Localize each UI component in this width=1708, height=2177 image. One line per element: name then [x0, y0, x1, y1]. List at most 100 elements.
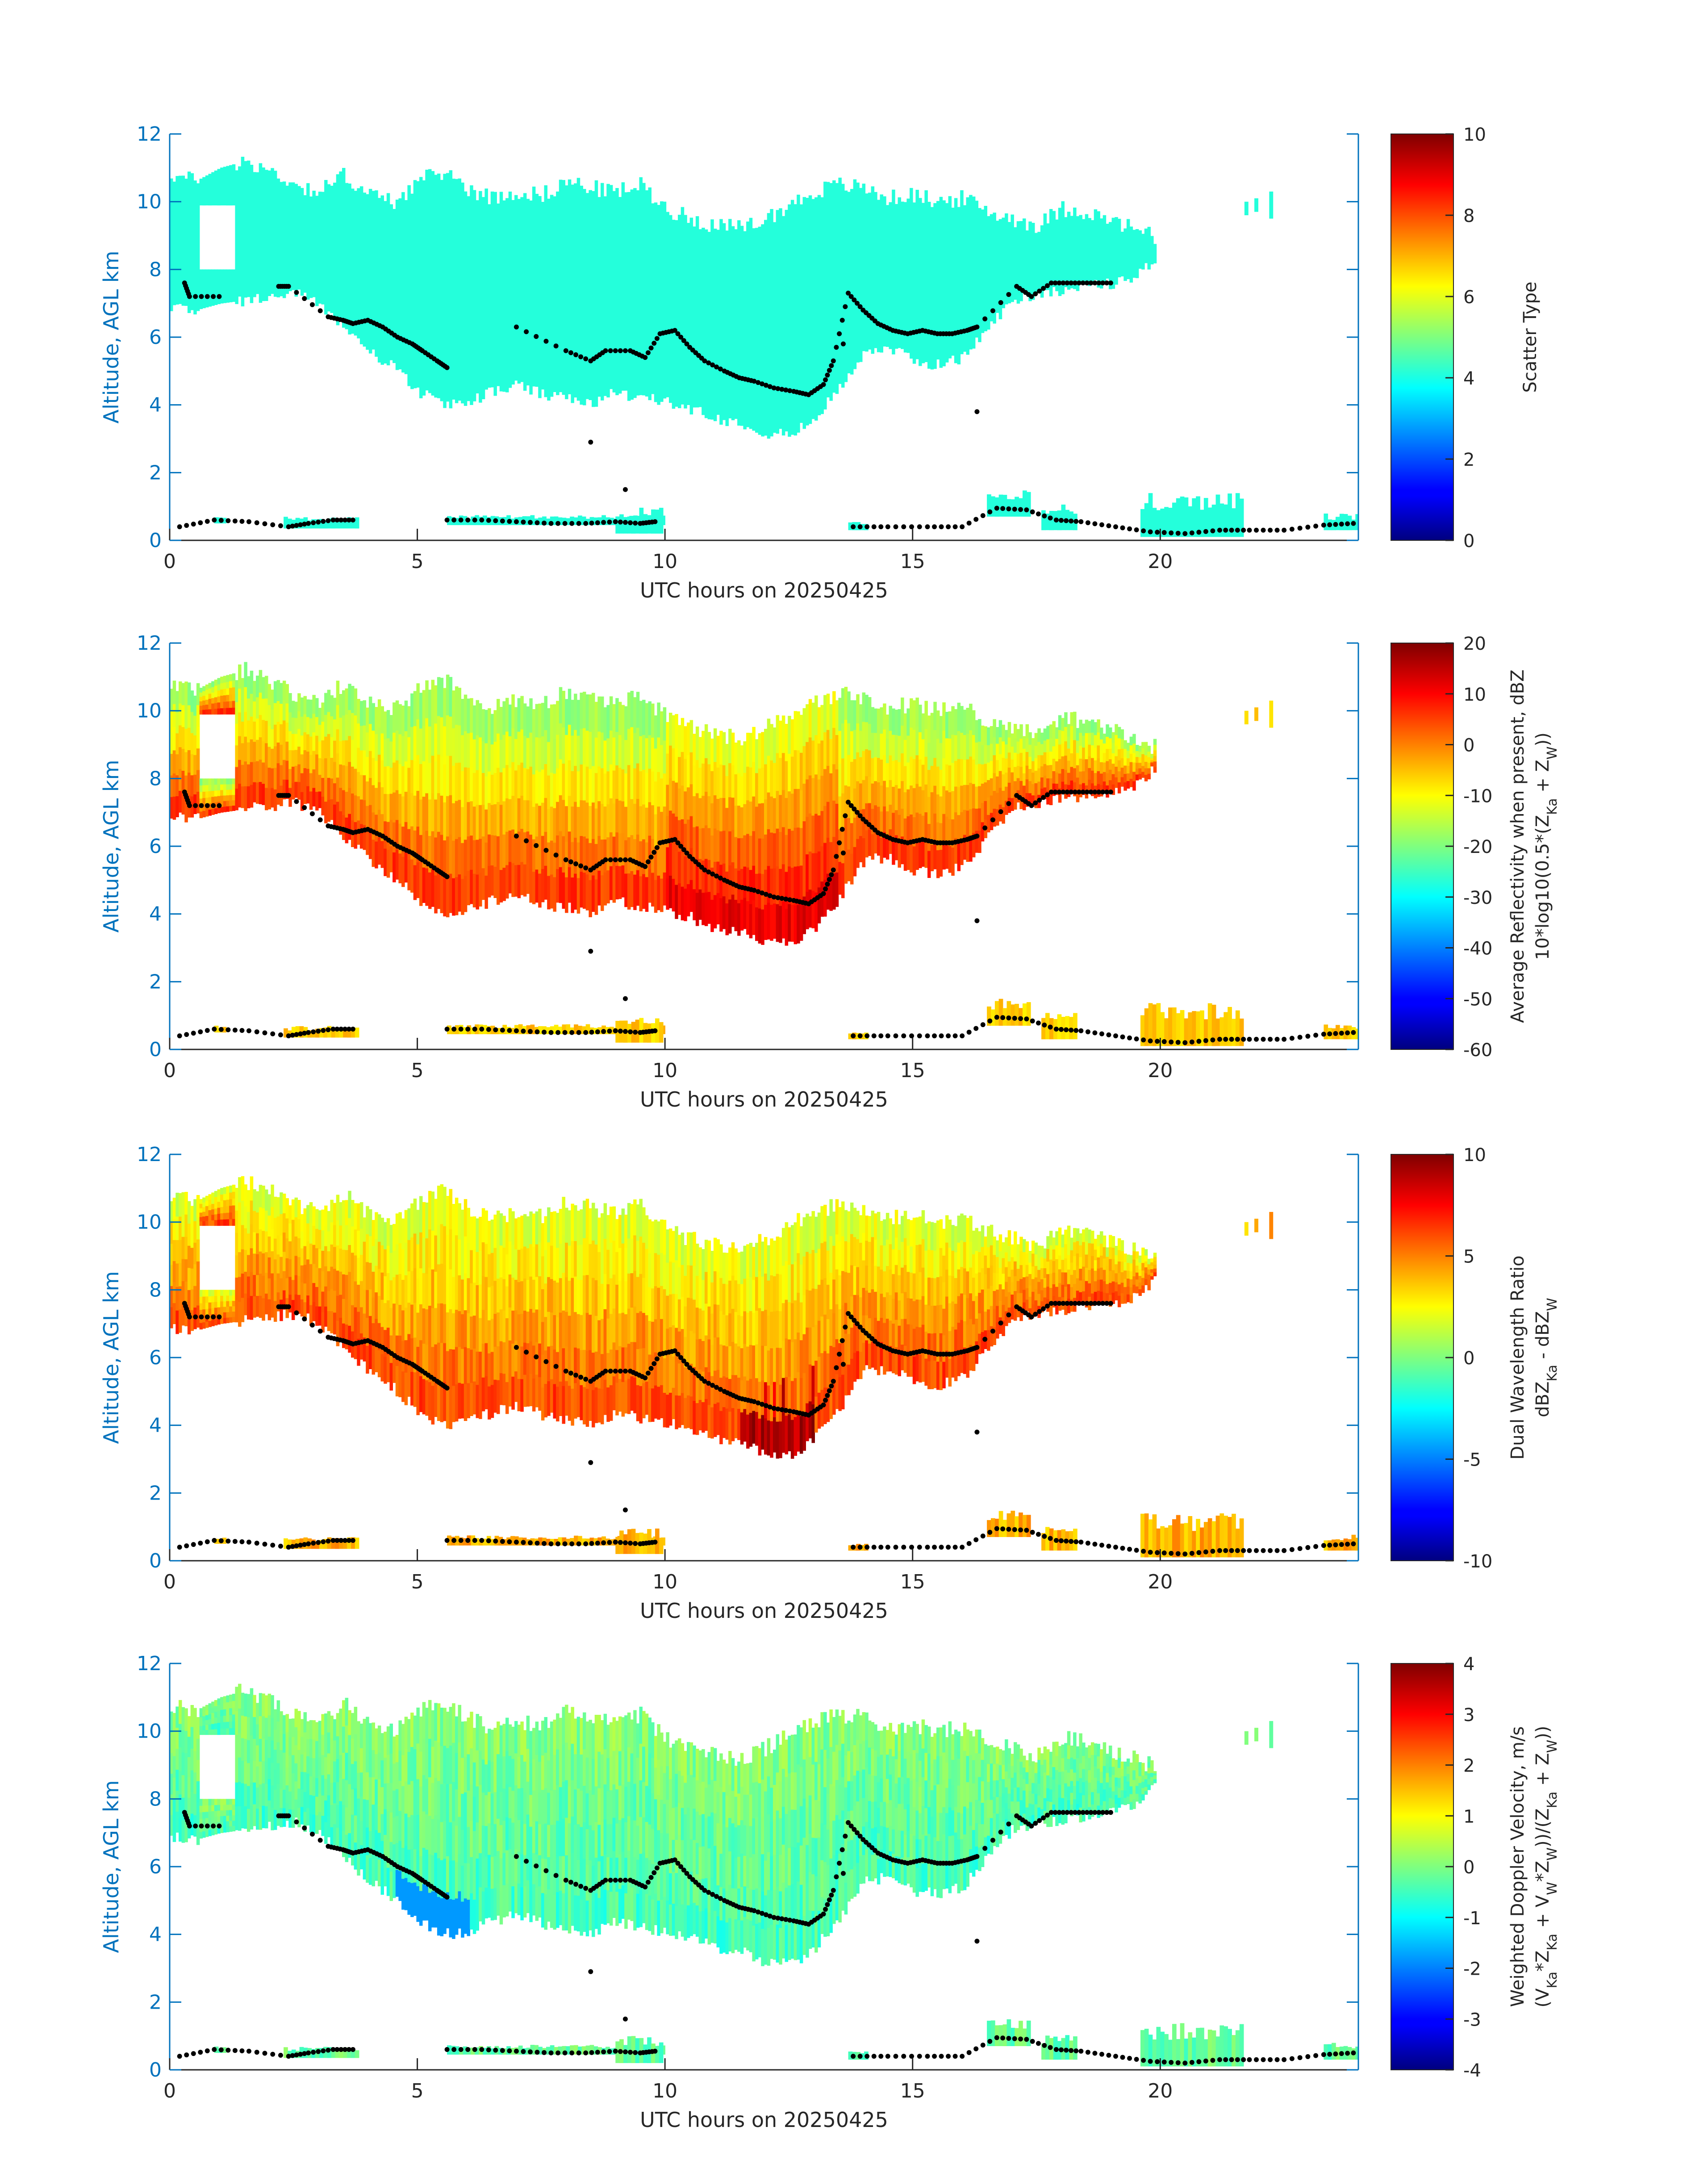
echo-cell	[238, 1301, 242, 1327]
echo-cell	[175, 1192, 179, 1217]
echo-cell	[1011, 772, 1014, 786]
echo-cell	[324, 715, 328, 737]
echo-cell	[1106, 224, 1109, 279]
echo-cell	[808, 737, 812, 776]
colorbar-tick-label: -20	[1463, 837, 1492, 857]
echo-cell	[612, 191, 616, 393]
echo-cell	[823, 842, 827, 880]
echo-cell	[1079, 771, 1082, 785]
marker-point	[472, 518, 477, 522]
echo-cell	[669, 745, 672, 778]
echo-cell	[211, 1198, 215, 1204]
echo-cell	[172, 1261, 176, 1283]
echo-cell	[306, 1205, 310, 1224]
echo-cell	[1138, 762, 1142, 769]
echo-cell	[288, 1294, 292, 1313]
echo-cell	[969, 730, 973, 757]
echo-cell	[550, 1245, 554, 1279]
echo-cell	[773, 1346, 777, 1382]
echo-cell	[1232, 1019, 1236, 1046]
echo-cell	[497, 1346, 500, 1380]
echo-cell	[288, 769, 292, 788]
echo-cell	[1132, 734, 1136, 744]
echo-cell	[666, 815, 669, 848]
echo-cell	[280, 724, 283, 745]
echo-cell	[776, 715, 780, 753]
echo-cell	[862, 184, 866, 351]
echo-cell	[556, 1351, 560, 1387]
echo-cell	[425, 1202, 429, 1239]
echo-cell	[273, 702, 277, 725]
echo-cell	[743, 1376, 747, 1409]
echo-cell	[576, 735, 580, 772]
echo-cell	[538, 873, 542, 908]
marker-point	[347, 1027, 352, 1032]
marker-point	[1148, 529, 1153, 535]
echo-cell	[693, 226, 696, 408]
echo-cell	[945, 712, 949, 739]
echo-cell	[425, 680, 429, 719]
echo-cell	[223, 1301, 227, 1307]
echo-cell	[309, 699, 313, 719]
echo-cell	[749, 1379, 753, 1413]
echo-cell	[393, 1224, 396, 1251]
echo-cell	[621, 801, 625, 834]
echo-cell	[431, 1346, 435, 1386]
echo-cell	[431, 1269, 435, 1308]
echo-cell	[407, 1271, 411, 1303]
echo-cell	[220, 1301, 224, 1307]
marker-point	[855, 301, 860, 306]
echo-cell	[276, 1197, 280, 1217]
echo-cell	[431, 831, 435, 869]
echo-cell	[223, 795, 227, 801]
echo-cell	[704, 1399, 708, 1431]
marker-point	[563, 348, 568, 353]
echo-cell	[764, 1345, 768, 1383]
echo-cell	[199, 1216, 203, 1222]
echo-cell	[359, 1280, 363, 1308]
echo-cell	[253, 701, 256, 722]
echo-cell	[707, 232, 711, 419]
echo-cell	[883, 703, 886, 730]
echo-cell	[554, 1024, 559, 1034]
marker-point	[270, 522, 276, 527]
echo-cell	[226, 675, 230, 682]
echo-field	[170, 662, 1358, 1046]
echo-cell	[770, 724, 773, 760]
echo-cell	[799, 715, 803, 753]
echo-cell	[359, 725, 363, 751]
echo-cell	[737, 903, 741, 936]
echo-cell	[547, 1381, 551, 1416]
echo-cell	[559, 1381, 563, 1416]
echo-cell	[814, 1216, 818, 1253]
echo-cell	[422, 1379, 426, 1415]
echo-cell	[336, 1295, 340, 1321]
echo-cell	[413, 1199, 417, 1234]
echo-cell	[300, 1248, 304, 1266]
marker-point	[763, 892, 768, 897]
echo-cell	[384, 1222, 387, 1249]
echo-cell	[553, 807, 556, 843]
echo-cell	[835, 735, 839, 769]
echo-cell	[1120, 231, 1124, 276]
echo-cell	[797, 1213, 800, 1254]
echo-cell	[719, 864, 723, 898]
echo-cell	[710, 1282, 714, 1314]
echo-cell	[276, 742, 280, 764]
echo-cell	[624, 706, 628, 740]
echo-cell	[583, 1200, 586, 1238]
marker-point	[1092, 280, 1098, 286]
echo-cell	[384, 1356, 387, 1384]
echo-cell	[211, 808, 215, 815]
marker-point	[1268, 527, 1273, 533]
echo-cell	[508, 767, 512, 799]
echo-cell	[654, 1352, 658, 1386]
echo-cell	[297, 764, 301, 782]
echo-cell	[865, 830, 869, 858]
echo-cell	[660, 778, 664, 812]
echo-cell	[615, 1317, 619, 1350]
echo-cell	[859, 809, 863, 836]
echo-cell	[196, 683, 200, 706]
echo-cell	[440, 717, 444, 757]
